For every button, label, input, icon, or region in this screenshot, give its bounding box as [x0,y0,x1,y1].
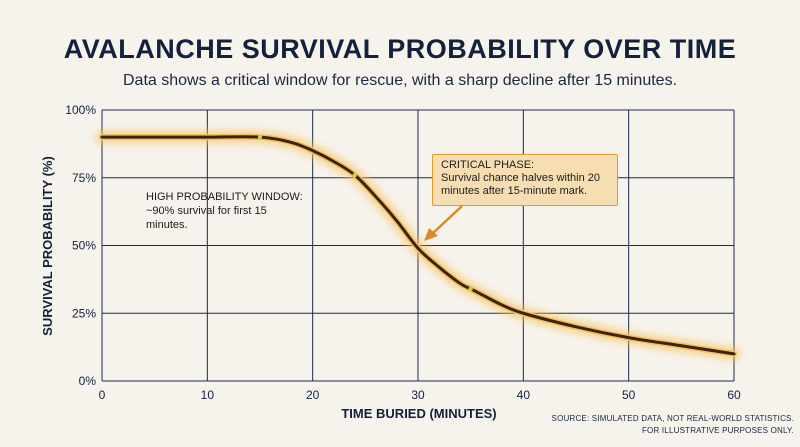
data-point-marker [352,172,357,178]
markers [257,134,473,292]
series-line [95,129,741,361]
annotation-critical-phase: CRITICAL PHASE: Survival chance halves w… [432,154,618,206]
x-tick-label: 30 [411,388,425,402]
y-tick-label: 0% [79,374,97,388]
callout-arrow [431,205,463,235]
x-axis-label: TIME BURIED (MINUTES) [341,406,496,421]
callout-arrowhead [424,228,438,241]
grid [101,109,735,382]
y-axis-label: SURVIVAL PROBABILITY (%) [40,156,55,336]
y-tick-label: 75% [72,171,96,185]
y-tick-label: 100% [65,103,96,117]
source-note: SOURCE: SIMULATED DATA, NOT REAL-WORLD S… [552,413,794,437]
x-tick-label: 20 [306,388,320,402]
data-point-marker [257,134,263,140]
x-tick-label: 40 [517,388,531,402]
critical-phase-title: CRITICAL PHASE: [441,159,535,171]
chart-subtitle: Data shows a critical window for rescue,… [122,72,678,89]
tick-labels: 0 10 20 30 40 50 60 0% 25% 50% 75% 100% [65,103,741,402]
x-tick-label: 0 [99,388,106,402]
chart-title: AVALANCHE SURVIVAL PROBABILITY OVER TIME [63,34,737,64]
x-tick-label: 10 [201,388,215,402]
source-note-line1: SOURCE: SIMULATED DATA, NOT REAL-WORLD S… [551,414,794,423]
x-tick-label: 50 [622,388,636,402]
annotation-high-probability: HIGH PROBABILITY WINDOW: ~90% survival f… [146,191,303,231]
y-tick-label: 25% [72,306,96,320]
data-point-marker [468,286,473,292]
y-tick-label: 50% [72,239,96,253]
source-note-line2: FOR ILLUSTRATIVE PURPOSES ONLY. [641,426,794,435]
critical-phase-body: Survival chance halves within 20 minutes… [441,172,600,197]
x-tick-label: 60 [727,388,741,402]
series-line-path [100,135,736,356]
